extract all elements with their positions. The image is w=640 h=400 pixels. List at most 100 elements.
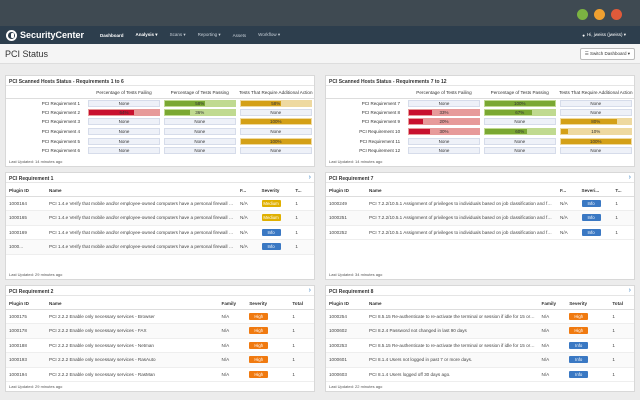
table-row[interactable]: 1000... PCI 1.4.e Verify that mobile and/… bbox=[6, 239, 314, 255]
expand-icon[interactable]: › bbox=[308, 287, 311, 294]
column-header[interactable]: Plugin ID bbox=[326, 298, 367, 310]
plugin-family: N/A bbox=[218, 352, 247, 368]
pass-bar[interactable]: None bbox=[483, 137, 556, 145]
fail-bar[interactable]: None bbox=[408, 99, 480, 107]
pass-bar[interactable]: None bbox=[163, 147, 236, 155]
action-bar[interactable]: None bbox=[239, 147, 312, 155]
fail-bar[interactable]: None bbox=[88, 118, 160, 126]
expand-icon[interactable]: › bbox=[308, 174, 311, 181]
fail-bar[interactable]: 64% bbox=[88, 108, 160, 116]
plugin-table: Plugin ID Name F... Severi... T... 1000249 PCI… bbox=[326, 185, 634, 240]
table-row[interactable]: 1000178 PCI 2.2.2 Enable only necessary s… bbox=[6, 323, 314, 339]
fail-bar[interactable]: None bbox=[88, 147, 160, 155]
action-bar[interactable]: None bbox=[239, 108, 312, 116]
column-header[interactable]: Plugin ID bbox=[6, 185, 47, 197]
panel-title: PCI Scanned Hosts Status - Requirements … bbox=[6, 76, 314, 86]
table-row[interactable]: 1000251 PCI 7.2.2/10.5.1 Assignment of pr… bbox=[326, 210, 634, 226]
action-bar[interactable]: 100% bbox=[239, 118, 312, 126]
fail-bar[interactable]: None bbox=[88, 137, 160, 145]
table-row[interactable]: 1000252 PCI 7.2.2/10.5.1 Assignment of pr… bbox=[326, 225, 634, 240]
table-row[interactable]: 1000602 PCI 8.2.4 Password not changed in… bbox=[326, 323, 634, 339]
close-button[interactable] bbox=[611, 9, 622, 20]
severity-badge: Info bbox=[569, 370, 589, 378]
action-bar[interactable]: 80% bbox=[559, 118, 632, 126]
nav-scans[interactable]: Scans ▾ bbox=[169, 32, 186, 37]
expand-icon[interactable]: › bbox=[628, 174, 631, 181]
nav-analysis[interactable]: Analysis ▾ bbox=[135, 32, 158, 37]
column-header[interactable]: Severity bbox=[566, 298, 610, 310]
column-header[interactable]: F... bbox=[237, 185, 259, 197]
fail-bar[interactable]: None bbox=[408, 147, 480, 155]
fail-bar[interactable]: None bbox=[408, 137, 480, 145]
column-header[interactable]: Name bbox=[46, 185, 237, 197]
column-header[interactable]: Name bbox=[366, 185, 557, 197]
column-header[interactable]: Total bbox=[609, 298, 634, 310]
fail-bar[interactable]: 20% bbox=[408, 118, 480, 126]
column-header[interactable]: Severi... bbox=[578, 185, 613, 197]
column-header[interactable]: Plugin ID bbox=[6, 298, 47, 310]
column-header[interactable]: Total bbox=[289, 298, 314, 310]
pass-bar[interactable]: None bbox=[483, 118, 556, 126]
table-row[interactable]: 1000164 PCI 1.4.e Verify that mobile and/… bbox=[6, 196, 314, 211]
matrix-panel-left: PCI Scanned Hosts Status - Requirements … bbox=[5, 75, 315, 167]
fail-cell: 64% bbox=[86, 108, 162, 118]
action-bar[interactable]: 10% bbox=[559, 128, 632, 136]
nav-assets[interactable]: Assets bbox=[232, 32, 247, 38]
matrix-row: PCI Requirement 9 20% None 80% bbox=[326, 117, 634, 127]
pass-bar[interactable]: 100% bbox=[483, 99, 556, 107]
pass-bar[interactable]: None bbox=[163, 137, 236, 145]
action-bar[interactable]: None bbox=[559, 147, 632, 155]
table-row[interactable]: 1000601 PCI 8.1.4 Users not logged in pas… bbox=[326, 352, 634, 368]
pass-bar[interactable]: None bbox=[163, 118, 236, 126]
table-row[interactable]: 1000194 PCI 2.2.2 Enable only necessary s… bbox=[6, 367, 314, 382]
action-bar[interactable]: None bbox=[559, 99, 632, 107]
table-row[interactable]: 1000165 PCI 1.4.e Verify that mobile and/… bbox=[6, 210, 314, 226]
table-row[interactable]: 1000169 PCI 1.4.e Verify that mobile and/… bbox=[6, 225, 314, 240]
column-header[interactable]: Severity bbox=[258, 185, 293, 197]
column-header[interactable]: T... bbox=[292, 185, 314, 197]
pass-bar[interactable]: None bbox=[163, 128, 236, 136]
pass-bar[interactable]: 60% bbox=[483, 128, 556, 136]
table-row[interactable]: 1000188 PCI 2.2.2 Enable only necessary s… bbox=[6, 338, 314, 353]
fail-bar[interactable]: 30% bbox=[408, 128, 480, 136]
nav-workflow[interactable]: Workflow ▾ bbox=[258, 32, 281, 37]
column-header[interactable]: Family bbox=[538, 298, 567, 310]
table-row[interactable]: 1000254 PCI 8.5.15 Re-authenticate to re-… bbox=[326, 309, 634, 324]
pass-bar[interactable]: None bbox=[483, 147, 556, 155]
action-bar[interactable]: None bbox=[239, 128, 312, 136]
action-cell: 100% bbox=[558, 136, 634, 146]
column-header[interactable]: Severity bbox=[246, 298, 290, 310]
fail-bar[interactable]: 33% bbox=[408, 108, 480, 116]
table-row[interactable]: 1000175 PCI 2.2.2 Enable only necessary s… bbox=[6, 309, 314, 324]
nav-reporting[interactable]: Reporting ▾ bbox=[197, 32, 221, 37]
panel-footer: Last Updated: 14 minutes ago bbox=[9, 159, 63, 164]
nav-dashboard[interactable]: Dashboard bbox=[100, 32, 124, 38]
action-fill bbox=[240, 100, 282, 106]
column-header[interactable]: F... bbox=[557, 185, 579, 197]
column-header[interactable]: T... bbox=[612, 185, 634, 197]
table-row[interactable]: 1000249 PCI 7.2.2/10.5.1 Assignment of pr… bbox=[326, 196, 634, 211]
pass-bar[interactable]: 67% bbox=[483, 108, 556, 116]
minimize-button[interactable] bbox=[594, 9, 605, 20]
logo[interactable]: SecurityCenter bbox=[6, 29, 84, 41]
table-row[interactable]: 1000193 PCI 2.2.2 Enable only necessary s… bbox=[6, 352, 314, 368]
action-bar[interactable]: 100% bbox=[239, 137, 312, 145]
action-bar[interactable]: 58% bbox=[239, 99, 312, 107]
column-header[interactable]: Name bbox=[46, 298, 219, 310]
expand-icon[interactable]: › bbox=[628, 287, 631, 294]
pass-bar[interactable]: 36% bbox=[163, 108, 236, 116]
switch-dashboard-button[interactable]: ☰ Switch Dashboard ▾ bbox=[579, 47, 635, 60]
user-menu[interactable]: ● Hi, jweiss (jweiss) ▾ bbox=[582, 32, 626, 38]
table-row[interactable]: 1000603 PCI 8.1.4 Users logged off 30 day… bbox=[326, 367, 634, 382]
column-header[interactable]: Plugin ID bbox=[326, 185, 367, 197]
table-row[interactable]: 1000253 PCI 8.5.15 Re-authenticate to re-… bbox=[326, 338, 634, 353]
fail-bar[interactable]: None bbox=[88, 99, 160, 107]
fail-cell: 20% bbox=[406, 117, 482, 127]
column-header[interactable]: Name bbox=[366, 298, 539, 310]
fail-bar[interactable]: None bbox=[88, 128, 160, 136]
pass-bar[interactable]: 58% bbox=[163, 99, 236, 107]
column-header[interactable]: Family bbox=[218, 298, 247, 310]
maximize-button[interactable] bbox=[577, 9, 588, 20]
action-bar[interactable]: 100% bbox=[559, 137, 632, 145]
action-bar[interactable]: None bbox=[559, 108, 632, 116]
